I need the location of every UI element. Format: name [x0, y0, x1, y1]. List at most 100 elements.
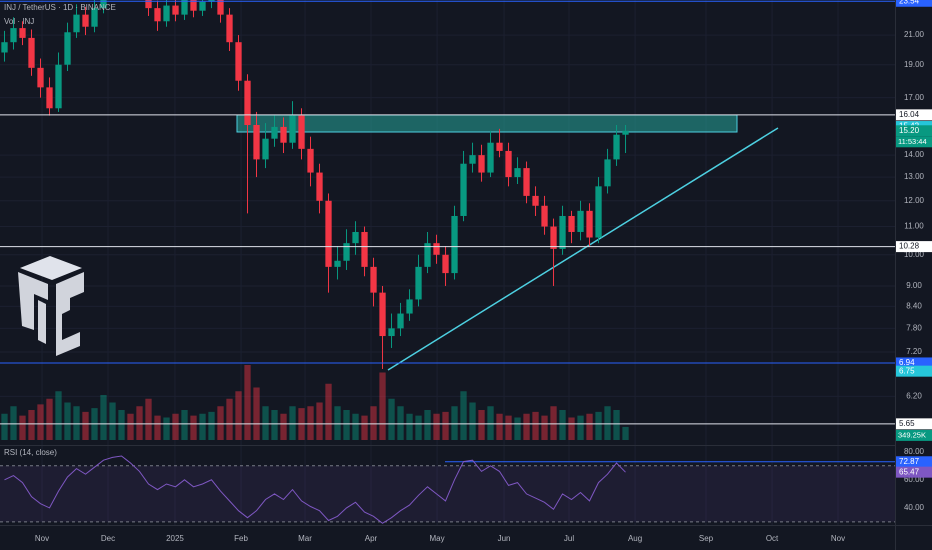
- candle-body: [154, 8, 161, 22]
- candle-body: [145, 0, 152, 9]
- price-label: 6.75: [899, 366, 915, 375]
- candle-body: [253, 124, 260, 160]
- volume-bar: [136, 406, 143, 440]
- volume-bar: [505, 415, 512, 440]
- candle-body: [523, 168, 530, 196]
- rsi-line: [4, 455, 626, 524]
- candle-body: [271, 126, 278, 139]
- price-label: 16.04: [899, 110, 920, 119]
- candle-body: [550, 226, 557, 249]
- y-tick-label: 12.00: [904, 196, 925, 205]
- volume-bar: [424, 410, 431, 440]
- volume-bar: [235, 391, 242, 440]
- volume-label: 349.25K: [898, 430, 926, 439]
- volume-bar: [577, 415, 584, 440]
- candle-body: [190, 0, 197, 11]
- rsi-title: RSI (14, close): [4, 448, 57, 457]
- x-tick-label: Apr: [365, 534, 378, 543]
- volume-label-box: [896, 429, 932, 441]
- x-tick-label: Oct: [766, 534, 779, 543]
- candle-body: [289, 115, 296, 143]
- countdown-box: [896, 136, 932, 148]
- price-label: 6.94: [899, 358, 915, 367]
- volume-bar: [595, 411, 602, 440]
- candle-body: [46, 87, 53, 109]
- candle-body: [388, 328, 395, 337]
- x-tick-label: Sep: [699, 534, 714, 543]
- rsi-label: 72.87: [899, 457, 920, 466]
- price-label: 5.65: [899, 419, 915, 428]
- y-tick-label: 7.80: [906, 323, 922, 332]
- y-tick-label: 10.00: [904, 250, 925, 259]
- volume-bar: [604, 406, 611, 440]
- volume-bar: [622, 426, 629, 440]
- candle-body: [172, 5, 179, 15]
- symbol-title: INJ / TetherUS · 1D · BINANCE: [4, 3, 116, 12]
- candle-body: [28, 37, 35, 68]
- volume-bar: [586, 413, 593, 440]
- countdown: 11:53:44: [898, 137, 927, 146]
- volume-bar: [280, 413, 287, 440]
- y-tick-label: 11.00: [904, 222, 924, 231]
- volume-bar: [181, 410, 188, 440]
- volume-bar: [568, 417, 575, 440]
- axis-layer: 21.00 19.00 17.00 14.00 13.00 12.00 11.00 10.00…: [35, 0, 932, 543]
- candle-body: [343, 243, 350, 261]
- time-axis-border: [0, 525, 932, 526]
- candle-body: [352, 231, 359, 244]
- volume-bar: [496, 413, 503, 440]
- x-tick-label: Feb: [234, 534, 248, 543]
- volume-bar: [73, 406, 80, 440]
- volume-bar: [352, 413, 359, 440]
- candle-body: [586, 210, 593, 238]
- y-tick-label: 13.00: [904, 172, 925, 181]
- x-tick-label: Dec: [101, 534, 115, 543]
- pane-separator: [0, 445, 895, 446]
- volume-bar: [37, 404, 44, 440]
- volume-bar: [379, 372, 386, 440]
- x-tick-label: May: [429, 534, 444, 543]
- price-label-box: [896, 125, 932, 137]
- rsi-band: [0, 465, 895, 522]
- volume-bar: [172, 413, 179, 440]
- volume-bar: [1, 413, 8, 440]
- candle-body: [541, 205, 548, 227]
- volume-bar: [82, 411, 89, 440]
- candle-body: [622, 130, 629, 135]
- volume-bar: [415, 415, 422, 440]
- price-label-box: [896, 0, 932, 7]
- candle-body: [199, 1, 206, 11]
- candle-body: [226, 14, 233, 43]
- trend-line: [387, 127, 779, 371]
- volume-bar: [118, 410, 125, 440]
- candle-body: [298, 115, 305, 149]
- candle-body: [181, 0, 188, 15]
- volume-bar: [271, 410, 278, 440]
- candle-body: [37, 67, 44, 88]
- volume-bar: [199, 413, 206, 440]
- candle-body: [469, 155, 476, 164]
- rsi-tick-label: 60.00: [904, 475, 925, 484]
- volume-bar: [523, 413, 530, 440]
- candle-body: [280, 126, 287, 143]
- volume-bar: [550, 406, 557, 440]
- volume-bar: [163, 417, 170, 440]
- price-label-box: [896, 109, 932, 121]
- candle-body: [370, 266, 377, 293]
- candle-body: [244, 80, 251, 125]
- candle-body: [460, 163, 467, 216]
- volume-bar: [226, 398, 233, 440]
- volume-bar: [559, 410, 566, 440]
- y-tick-label: 19.00: [904, 60, 925, 69]
- x-tick-label: Jun: [498, 534, 511, 543]
- candle-body: [451, 215, 458, 274]
- candle-body: [577, 210, 584, 232]
- candle-body: [91, 8, 98, 27]
- candle-body: [73, 14, 80, 33]
- y-tick-label: 21.00: [904, 30, 925, 39]
- rsi-tick-label: 80.00: [904, 447, 925, 456]
- volume-bar: [127, 413, 134, 440]
- volume-bar: [145, 398, 152, 440]
- volume-bar: [478, 410, 485, 440]
- candle-body: [505, 150, 512, 178]
